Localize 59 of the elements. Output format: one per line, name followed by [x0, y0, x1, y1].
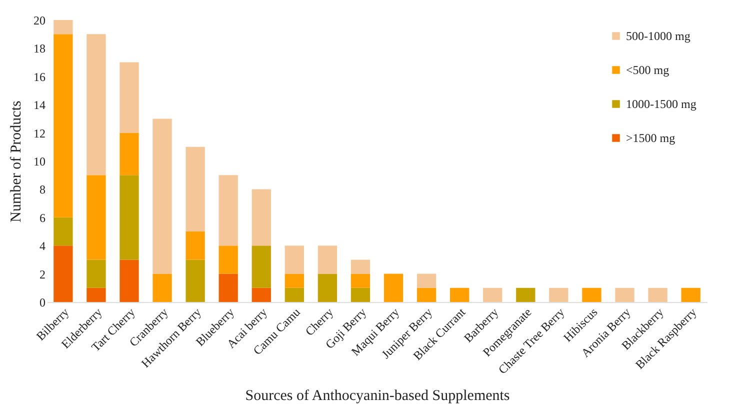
bar	[218, 175, 238, 246]
bar	[252, 288, 271, 302]
bar	[284, 288, 304, 302]
bar	[86, 34, 106, 176]
legend-label: >1500 mg	[626, 131, 676, 145]
bar	[120, 175, 139, 260]
bar	[54, 34, 73, 218]
x-axis-title: Sources of Anthocyanin-based Supplements	[245, 388, 510, 404]
bar	[120, 132, 139, 176]
bar	[54, 246, 73, 302]
y-tick-label: 12	[34, 126, 46, 140]
bar	[152, 274, 172, 302]
bar	[152, 118, 172, 274]
bar	[350, 274, 370, 288]
bar	[648, 288, 668, 302]
y-tick-label: 8	[40, 182, 46, 197]
bar	[416, 288, 436, 302]
y-axis-title: Number of Products	[8, 100, 24, 222]
y-tick-label: 18	[34, 42, 46, 56]
bar	[186, 146, 205, 232]
legend-label: 500-1000 mg	[626, 29, 690, 43]
y-tick-label: 6	[40, 210, 46, 225]
legend-label: 1000-1500 mg	[626, 97, 696, 111]
bar	[284, 274, 304, 288]
bar	[120, 62, 139, 133]
bar	[350, 260, 370, 274]
bar	[318, 274, 338, 302]
bar	[384, 274, 404, 302]
bar	[186, 232, 205, 260]
bar	[252, 189, 271, 246]
bar	[681, 288, 700, 302]
bar	[218, 246, 238, 274]
bar	[54, 217, 73, 246]
bar	[582, 288, 602, 302]
bar	[350, 288, 370, 302]
bar	[318, 246, 338, 274]
bar	[450, 288, 470, 302]
bar	[416, 274, 436, 288]
y-tick-label: 14	[34, 98, 46, 112]
bar	[252, 246, 271, 288]
bar	[516, 288, 536, 302]
y-tick-label: 10	[34, 154, 46, 168]
bar	[483, 288, 502, 302]
bar	[86, 288, 106, 302]
y-tick-label: 4	[40, 239, 46, 254]
y-tick-label: 0	[40, 296, 46, 310]
bar	[186, 260, 205, 302]
y-tick-label: 2	[40, 267, 46, 282]
bar	[549, 288, 568, 302]
bar	[54, 20, 73, 34]
bar	[120, 260, 139, 302]
bar	[86, 175, 106, 260]
y-tick-label: 16	[34, 70, 46, 84]
bar	[284, 246, 304, 274]
bar	[86, 260, 106, 288]
bar	[615, 288, 634, 302]
bar	[218, 274, 238, 302]
legend-label: <500 mg	[626, 63, 670, 77]
y-tick-label: 20	[34, 14, 46, 28]
